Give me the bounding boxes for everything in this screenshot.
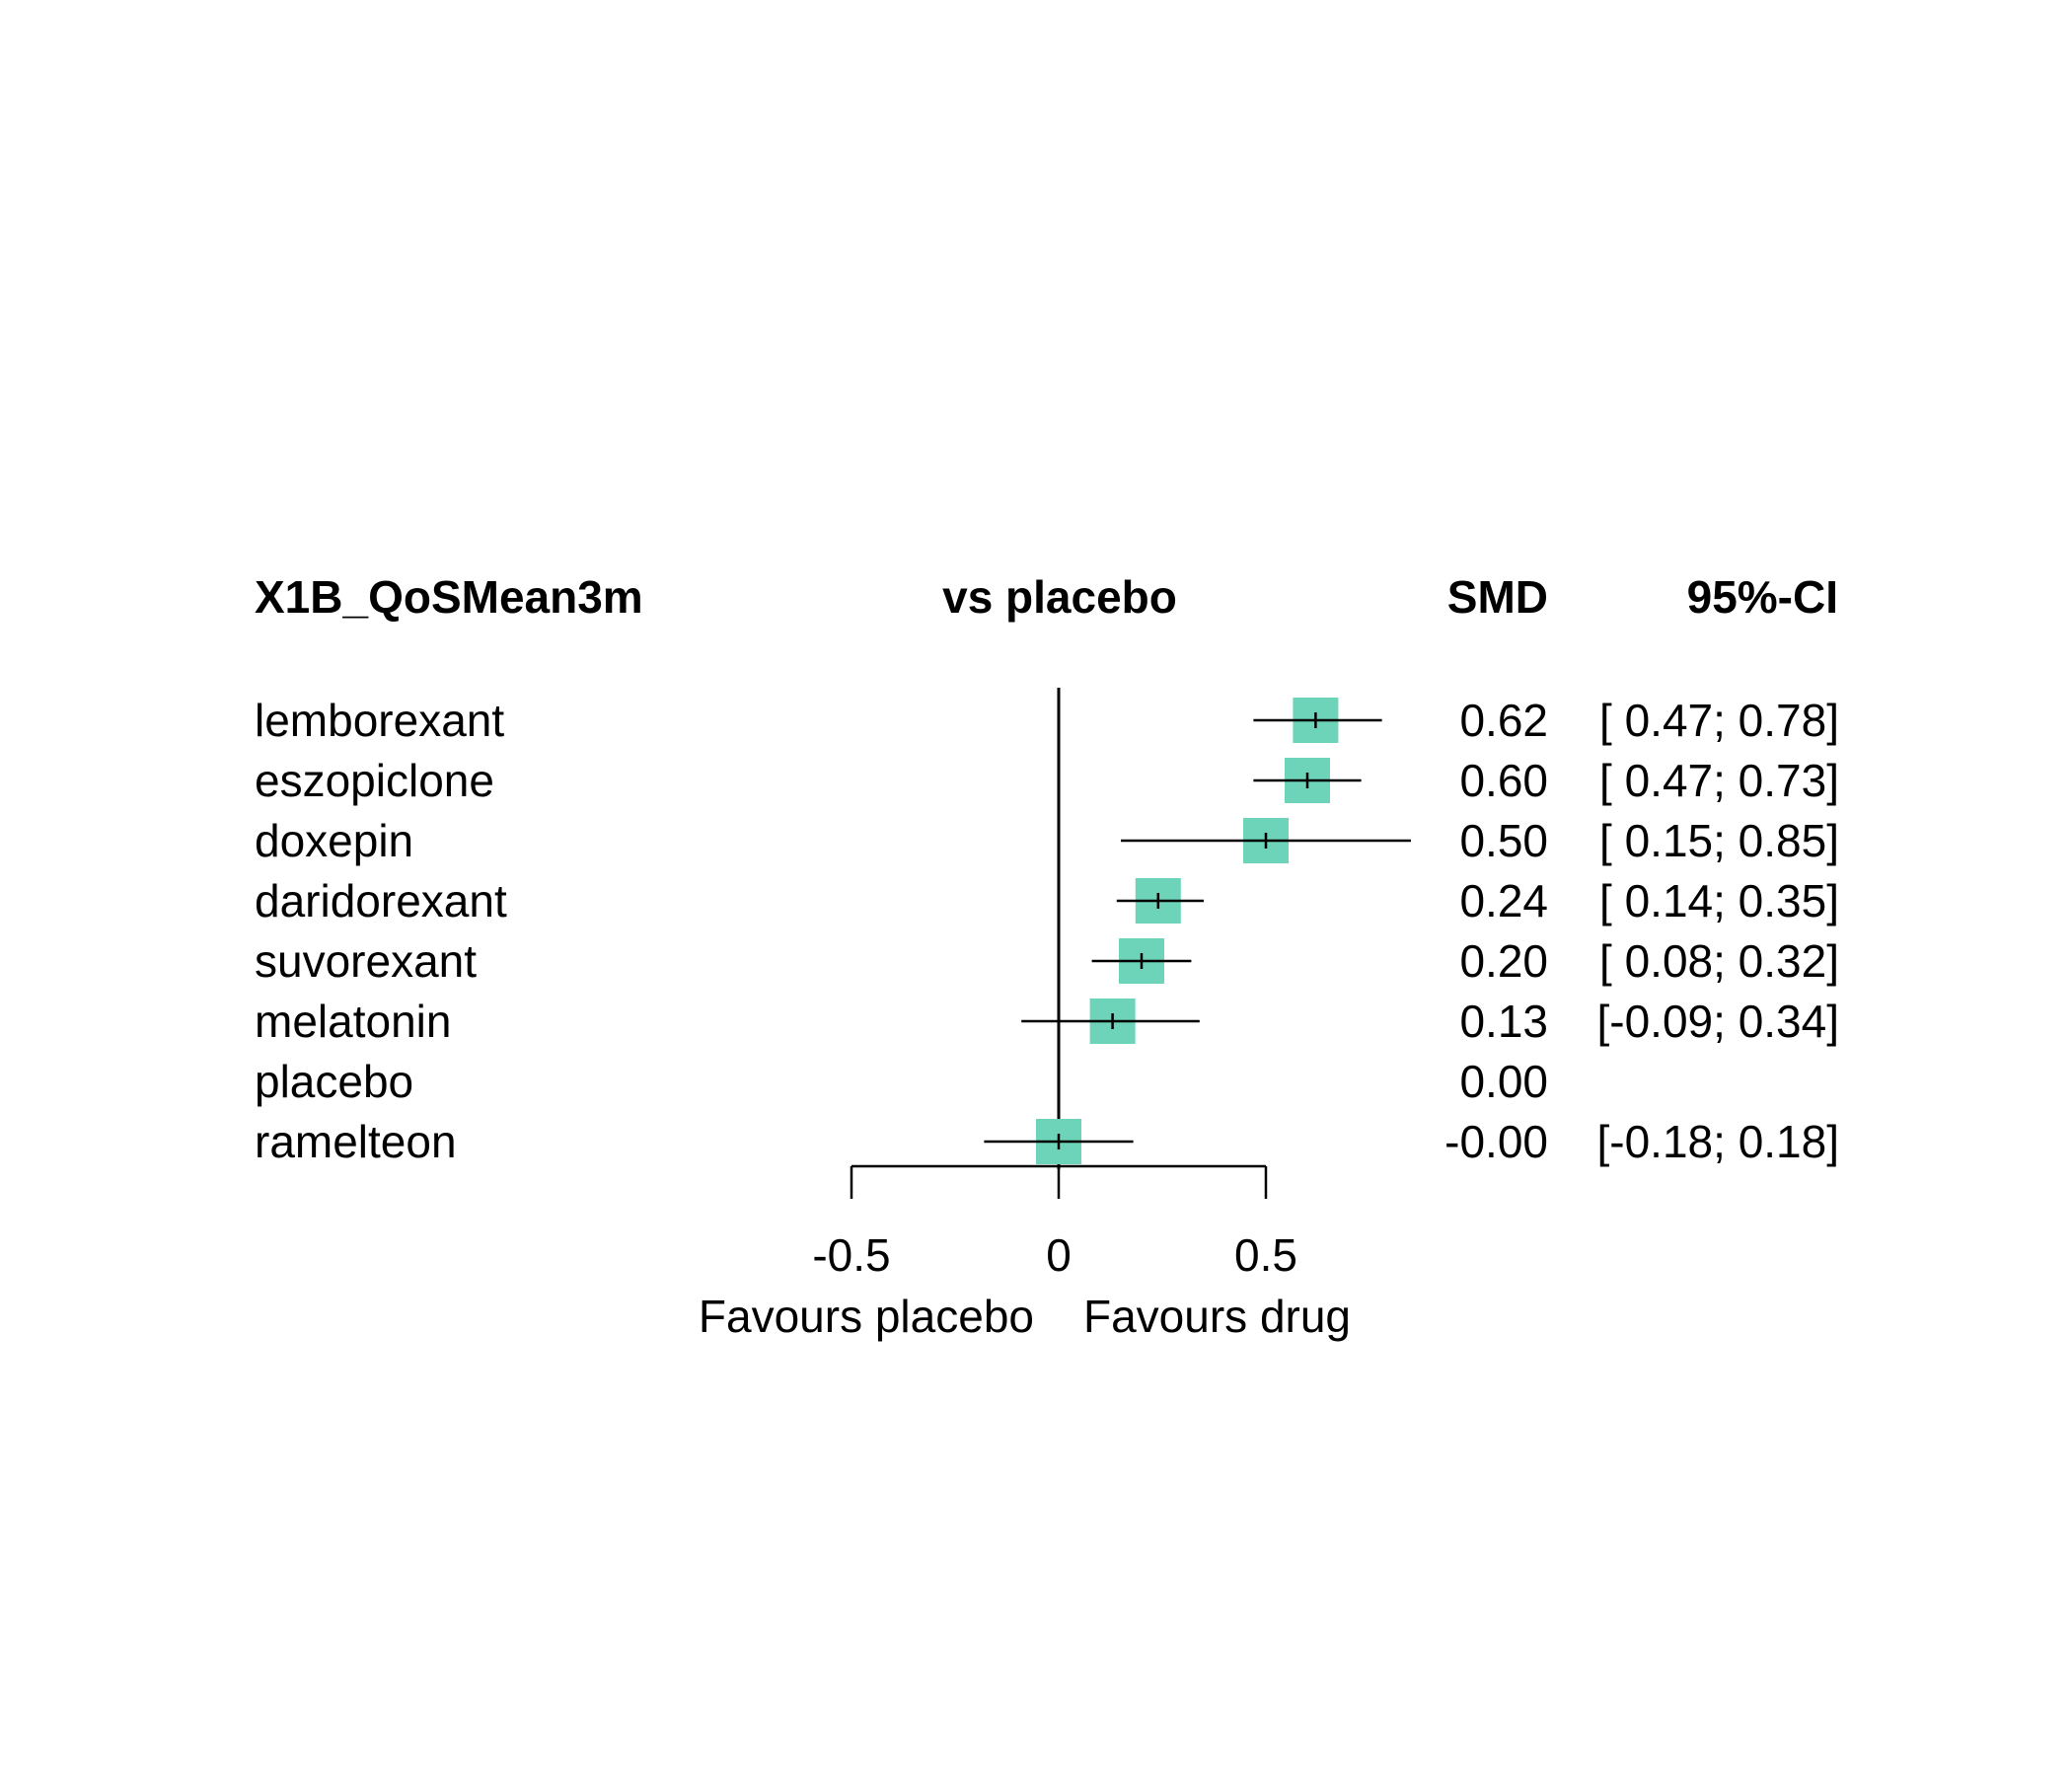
favours-left-label: Favours placebo: [699, 1291, 1034, 1342]
smd-value: 0.60: [1459, 755, 1548, 806]
favours-right-label: Favours drug: [1083, 1291, 1351, 1342]
forest-row: melatonin 0.13 [-0.09; 0.34]: [255, 996, 1839, 1047]
ci-value: [ 0.14; 0.35]: [1599, 875, 1839, 926]
ci-value: [ 0.15; 0.85]: [1599, 815, 1839, 866]
outcome-header: X1B_QoSMean3m: [255, 571, 643, 623]
x-tick-label: -0.5: [812, 1229, 890, 1281]
forest-row: daridorexant 0.24 [ 0.14; 0.35]: [255, 875, 1839, 926]
ci-value: [ 0.47; 0.73]: [1599, 755, 1839, 806]
smd-value: 0.50: [1459, 815, 1548, 866]
row-label: ramelteon: [255, 1116, 457, 1167]
row-label: placebo: [255, 1056, 413, 1107]
column-headers: X1B_QoSMean3m vs placebo SMD 95%-CI: [255, 571, 1838, 623]
smd-value: 0.00: [1459, 1056, 1548, 1107]
forest-row: placebo 0.00: [255, 1056, 1548, 1107]
ci-header: 95%-CI: [1687, 571, 1838, 623]
forest-row: ramelteon -0.00 [-0.18; 0.18]: [255, 1116, 1839, 1167]
row-label: daridorexant: [255, 875, 507, 926]
comparison-header: vs placebo: [942, 571, 1177, 623]
favours-labels: Favours placebo Favours drug: [699, 1291, 1351, 1342]
row-label: melatonin: [255, 996, 451, 1047]
study-rows: lemborexant 0.62 [ 0.47; 0.78] eszopiclone 0…: [255, 695, 1839, 1167]
forest-row: lemborexant 0.62 [ 0.47; 0.78]: [255, 695, 1839, 746]
ci-value: [-0.09; 0.34]: [1597, 996, 1840, 1047]
row-label: doxepin: [255, 815, 413, 866]
ci-value: [ 0.47; 0.78]: [1599, 695, 1839, 746]
row-label: lemborexant: [255, 695, 504, 746]
row-label: suvorexant: [255, 935, 477, 987]
smd-value: -0.00: [1444, 1116, 1548, 1167]
forest-row: doxepin 0.50 [ 0.15; 0.85]: [255, 815, 1839, 866]
smd-header: SMD: [1447, 571, 1548, 623]
x-axis: -0.5 0 0.5: [812, 1164, 1297, 1281]
forest-row: eszopiclone 0.60 [ 0.47; 0.73]: [255, 755, 1839, 806]
smd-value: 0.24: [1459, 875, 1548, 926]
ci-value: [ 0.08; 0.32]: [1599, 935, 1839, 987]
x-tick-label: 0: [1046, 1229, 1072, 1281]
x-tick-label: 0.5: [1234, 1229, 1297, 1281]
forest-row: suvorexant 0.20 [ 0.08; 0.32]: [255, 935, 1839, 987]
ci-value: [-0.18; 0.18]: [1597, 1116, 1840, 1167]
smd-value: 0.62: [1459, 695, 1548, 746]
row-label: eszopiclone: [255, 755, 494, 806]
smd-value: 0.13: [1459, 996, 1548, 1047]
smd-value: 0.20: [1459, 935, 1548, 987]
